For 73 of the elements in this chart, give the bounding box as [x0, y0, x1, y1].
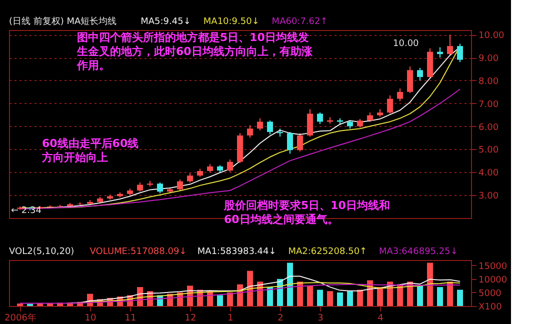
bar: [227, 292, 233, 306]
y-tick-label: 10.00: [478, 31, 505, 42]
candlestick: [157, 182, 163, 194]
y-tick-label: 15000: [478, 262, 508, 272]
candlestick: [317, 112, 323, 124]
x-tick-label: 10: [84, 314, 96, 324]
bar: [377, 287, 383, 306]
bar: [297, 282, 303, 306]
candlestick: [177, 178, 183, 191]
y-tick-label: 5.00: [478, 146, 499, 156]
candlestick: [397, 88, 403, 102]
x-tick-label: 4: [378, 314, 384, 324]
chart-title: VOL2(5,10,20): [9, 247, 74, 257]
candlestick: [457, 43, 463, 63]
text: VOLUME:517088.09↓: [90, 247, 187, 257]
line-series: [80, 282, 460, 304]
y-tick-label: 5000: [478, 288, 502, 299]
y-tick-label: 7.00: [478, 100, 499, 110]
candlestick: [307, 108, 313, 138]
annotation: 60线由走平后60线方向开始向上: [41, 137, 139, 164]
candlestick: [287, 132, 293, 154]
x-tick-label: 2006年: [4, 312, 36, 324]
candlestick: [257, 118, 263, 131]
x-tick-label: 12: [184, 314, 196, 324]
candlestick: [407, 66, 413, 94]
bar: [417, 286, 423, 306]
y-tick-label: 4.00: [478, 168, 499, 179]
bar: [287, 262, 293, 306]
y-tick-label: 8.00: [478, 76, 499, 87]
bar: [267, 287, 273, 306]
chart-title: (日线 前复权) MA短长均线: [9, 16, 117, 27]
y-tick-label: 9.00: [478, 54, 499, 64]
candlestick: [447, 34, 453, 56]
candlestick: [417, 67, 423, 81]
x-tick-label: 1: [228, 314, 234, 324]
y-tick-label: 6.00: [478, 122, 499, 133]
bar: [217, 295, 223, 306]
candlestick: [247, 124, 253, 138]
annotation: 10.00: [393, 39, 420, 49]
bar: [447, 282, 453, 306]
candlestick: [267, 120, 273, 135]
text: MA5:9.45↓: [140, 17, 191, 27]
bar: [307, 286, 313, 306]
bar: [457, 290, 463, 306]
x-tick-label: 11: [124, 314, 136, 324]
text: MA1:583983.44↓: [197, 247, 276, 257]
text: MA10:9.50↓: [203, 17, 260, 27]
x-tick-label: 2: [278, 314, 284, 324]
candlestick: [187, 172, 193, 183]
line-series: [70, 276, 460, 304]
candlestick: [137, 182, 143, 192]
annotation: 图中四个箭头所指的地方都是5日、10日均线发生金叉的地方，此时60日均线方向向上，有助涨作用。: [76, 31, 314, 72]
text: MA60:7.62↑: [272, 17, 328, 27]
x-tick-label: 3: [318, 314, 324, 324]
text: MA3:646895.25↓: [379, 247, 458, 257]
text: MA2:625208.50↑: [288, 247, 368, 257]
y-tick-label: 3.00: [478, 192, 499, 202]
annotation: 股价回档时要求5日、10日均线和60日均线之间要通气。: [223, 199, 390, 226]
bar: [347, 291, 353, 306]
bar: [427, 262, 433, 306]
bar: [327, 291, 333, 306]
y-tick-label: 10000: [478, 275, 508, 286]
bar: [357, 290, 363, 306]
bar: [337, 292, 343, 306]
annotation: ← 2.34: [11, 206, 42, 216]
bar: [437, 287, 443, 306]
candlestick: [387, 94, 393, 114]
candlestick: [227, 159, 233, 172]
bar: [247, 270, 253, 306]
line-series: [20, 284, 460, 304]
candlestick: [297, 132, 303, 152]
bar: [317, 290, 323, 306]
y-tick-label: X100: [478, 302, 502, 312]
